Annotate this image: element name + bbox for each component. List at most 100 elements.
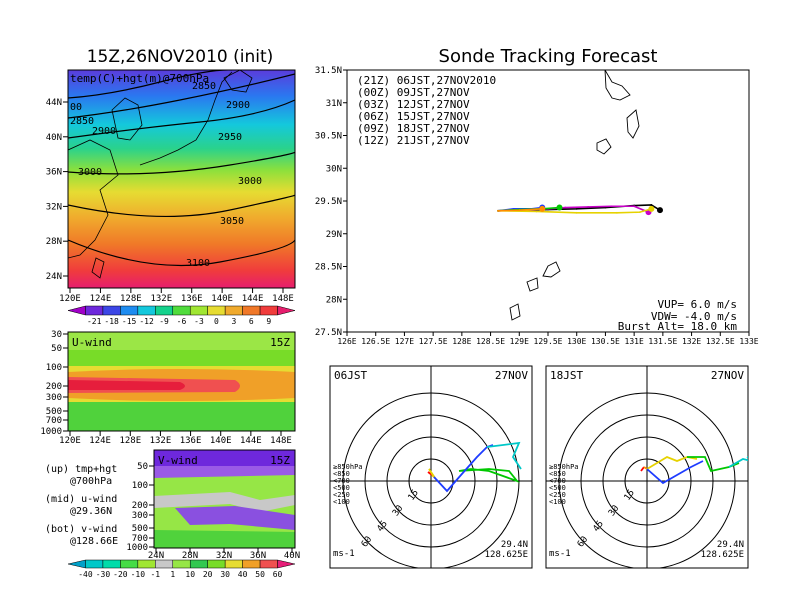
colorbar-swatch xyxy=(85,559,104,569)
hodograph-time: 06JST xyxy=(334,369,367,382)
y-tick-label: 24N xyxy=(46,272,62,282)
japan-outline xyxy=(139,71,233,166)
colorbar-swatch xyxy=(259,559,278,569)
taiwan-outline xyxy=(91,257,105,279)
track-point xyxy=(535,210,538,213)
colorbar-swatch xyxy=(189,305,208,316)
y-tick-label: 1000 xyxy=(126,543,148,553)
param-vup: VUP= 6.0 m/s xyxy=(658,298,737,311)
hodograph-level-label: <700 xyxy=(549,477,566,485)
hodograph-level-label: <250 xyxy=(333,491,350,499)
track-endpoint xyxy=(539,205,546,212)
x-tick-label: 144E xyxy=(242,294,264,304)
hodograph-level-label: <850 xyxy=(549,470,566,478)
colorbar-label: 30 xyxy=(220,570,230,579)
colorbar-label: 1 xyxy=(170,570,175,579)
hodograph-level-label: <100 xyxy=(333,498,350,506)
x-tick-label: 124E xyxy=(90,294,112,304)
y-tick-label: 28.5N xyxy=(315,263,342,273)
hodograph-level-label: <500 xyxy=(549,484,566,492)
track-map-frame xyxy=(346,69,750,333)
hodograph-level-label: <250 xyxy=(549,491,566,499)
hodograph-lon: 128.625E xyxy=(485,550,528,560)
hodograph-trace xyxy=(640,466,645,472)
x-tick-label: 128E xyxy=(119,436,141,446)
contour-label: 3000 xyxy=(238,176,262,187)
colorbar-swatch xyxy=(242,559,261,569)
colorbar-label: -40 xyxy=(78,570,93,579)
track-point xyxy=(497,209,499,212)
track-legend-item: (06Z) 15JST,27NOV xyxy=(357,110,470,123)
vwind-band xyxy=(175,506,295,530)
island-outline xyxy=(604,70,631,101)
uwind-band xyxy=(68,402,295,431)
track-legend-item: (09Z) 18JST,27NOV xyxy=(357,122,470,135)
track-point xyxy=(633,205,636,208)
x-tick-label: 136E xyxy=(181,294,203,304)
uwind-label: U-wind xyxy=(72,336,112,349)
colorbar-label: 50 xyxy=(255,570,265,579)
track-point xyxy=(638,211,641,214)
track-legend-item: (00Z) 09JST,27NOV xyxy=(357,86,470,99)
y-tick-label: 40N xyxy=(46,133,62,143)
colorbar-swatch xyxy=(67,305,86,316)
vwind-band xyxy=(154,492,295,512)
hodograph-level-label: ≥850hPa xyxy=(549,463,579,471)
hodograph-trace xyxy=(643,466,648,470)
x-tick-label: 128.5E xyxy=(476,337,505,346)
hodograph-trace xyxy=(458,468,520,483)
hodograph-lon: 128.625E xyxy=(701,550,744,560)
uwind-band xyxy=(68,350,295,366)
korea-outline xyxy=(111,97,143,141)
x-tick-label: 140E xyxy=(211,294,233,304)
contour-label: 2900 xyxy=(92,126,116,137)
y-tick-label: 29.5N xyxy=(315,197,342,207)
track-point xyxy=(587,205,590,208)
island-outline xyxy=(526,277,539,292)
vwind-band xyxy=(154,530,295,548)
x-tick-label: 131E xyxy=(625,337,644,346)
x-tick-label: 129E xyxy=(510,337,529,346)
x-tick-label: 148E xyxy=(272,294,294,304)
legend-notes: (up) tmp+hgt @700hPa (mid) u-wind @29.36… xyxy=(45,464,118,547)
x-tick-label: 120E xyxy=(59,436,81,446)
colorbar-label: 40 xyxy=(238,570,248,579)
hodograph-unit: ms-1 xyxy=(549,549,571,559)
x-tick-label: 126.5E xyxy=(361,337,390,346)
island-outline xyxy=(596,138,612,155)
x-tick-label: 120E xyxy=(59,294,81,304)
y-tick-label: 200 xyxy=(132,501,148,511)
y-tick-label: 100 xyxy=(46,363,62,373)
x-tick-label: 132E xyxy=(682,337,701,346)
y-tick-label: 36N xyxy=(46,168,62,178)
track-endpoint xyxy=(656,207,663,214)
map700-panel: temp(C)+hgt(m)@700hPa 2850 2900 2950 300… xyxy=(46,69,296,326)
x-tick-label: 126E xyxy=(337,337,356,346)
track-legend-item: (12Z) 21JST,27NOV xyxy=(357,134,470,147)
vwind-band xyxy=(154,450,295,466)
colorbar-label: 3 xyxy=(231,317,236,326)
x-tick-label: 28N xyxy=(182,551,198,561)
colorbar-label: 20 xyxy=(203,570,213,579)
contour-label: 2950 xyxy=(218,132,242,143)
hodograph-level-label: <850 xyxy=(333,470,350,478)
legend-note-title: (up) tmp+hgt xyxy=(45,464,117,475)
contour-label: 3050 xyxy=(220,216,244,227)
x-tick-label: 133E xyxy=(739,337,758,346)
china-coast xyxy=(68,139,119,259)
x-tick-label: 127E xyxy=(395,337,414,346)
colorbar-swatch xyxy=(277,559,296,569)
hodograph-trace xyxy=(646,460,704,485)
colorbar-swatch xyxy=(102,559,121,569)
colorbar-swatch xyxy=(102,305,121,316)
hodograph-unit: ms-1 xyxy=(333,549,355,559)
colorbar-swatch xyxy=(172,559,191,569)
hodograph-level-label: <700 xyxy=(333,477,350,485)
track-point xyxy=(610,205,613,208)
y-tick-label: 32N xyxy=(46,202,62,212)
colorbar-label: 10 xyxy=(185,570,195,579)
colorbar-label: -18 xyxy=(104,317,119,326)
colorbar-label: -20 xyxy=(113,570,128,579)
